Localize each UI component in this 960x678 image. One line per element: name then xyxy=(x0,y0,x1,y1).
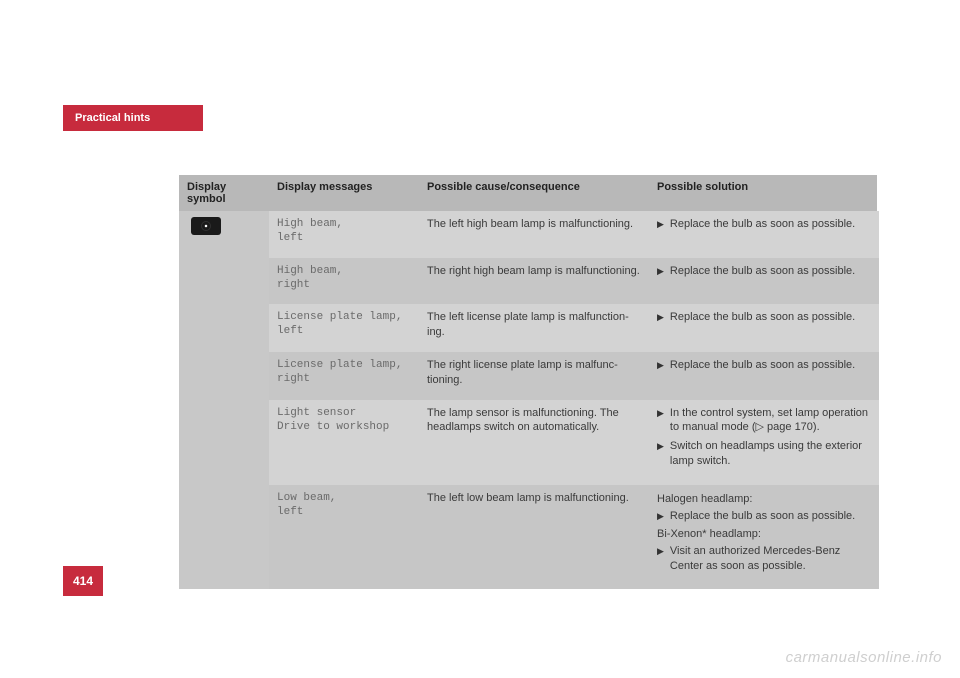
display-message: Light sensorDrive to workshop xyxy=(269,400,419,485)
table-body: High beam,leftThe left high beam lamp is… xyxy=(179,211,877,589)
bullet-icon: ▶ xyxy=(657,310,664,324)
display-message: High beam,right xyxy=(269,258,419,305)
solution-cell: ▶ Replace the bulb as soon as possible. xyxy=(649,352,879,400)
page: Practical hints Display symbol Display m… xyxy=(0,0,960,678)
rows-container: High beam,leftThe left high beam lamp is… xyxy=(269,211,879,589)
solution-bullet: ▶ Replace the bulb as soon as possible. xyxy=(657,264,871,279)
cause-text: The lamp sensor is malfunctioning. The h… xyxy=(419,400,649,485)
solution-text: Replace the bulb as soon as possible. xyxy=(670,264,871,279)
msg-line: License plate lamp, xyxy=(277,358,411,372)
messages-table: Display symbol Display messages Possible… xyxy=(178,174,878,590)
section-tab-label: Practical hints xyxy=(75,112,150,124)
msg-line: Drive to workshop xyxy=(277,420,411,434)
bullet-icon: ▶ xyxy=(657,544,664,558)
watermark: carmanualsonline.info xyxy=(786,649,942,666)
msg-line: Low beam, xyxy=(277,491,411,505)
bullet-icon: ▶ xyxy=(657,264,664,278)
section-tab: Practical hints xyxy=(63,105,203,131)
table-row: High beam,leftThe left high beam lamp is… xyxy=(269,211,879,258)
solution-label: Halogen headlamp: xyxy=(657,493,871,505)
header-solution: Possible solution xyxy=(649,175,879,211)
solution-cell: Halogen headlamp: ▶ Replace the bulb as so… xyxy=(649,485,879,590)
symbol-column xyxy=(179,211,269,589)
header-cause: Possible cause/consequence xyxy=(419,175,649,211)
solution-bullet: ▶ Replace the bulb as soon as possible. xyxy=(657,509,871,524)
cause-text: The right license plate lamp is malfunc­… xyxy=(419,352,649,400)
msg-line: right xyxy=(277,278,411,292)
lamp-icon xyxy=(191,217,221,235)
display-message: License plate lamp,right xyxy=(269,352,419,400)
cause-text: The left license plate lamp is malfuncti… xyxy=(419,304,649,352)
solution-text: In the control system, set lamp opera­ti… xyxy=(670,406,871,436)
table-row: High beam,rightThe right high beam lamp … xyxy=(269,258,879,305)
bullet-icon: ▶ xyxy=(657,509,664,523)
msg-line: right xyxy=(277,372,411,386)
display-message: High beam,left xyxy=(269,211,419,258)
bullet-icon: ▶ xyxy=(657,217,664,231)
solution-text: Replace the bulb as soon as possible. xyxy=(670,217,871,232)
solution-bullet: ▶ In the control system, set lamp opera­t… xyxy=(657,406,871,436)
solution-bullet: ▶ Replace the bulb as soon as possible. xyxy=(657,217,871,232)
solution-text: Switch on headlamps using the exteri­or … xyxy=(670,439,871,469)
header-messages: Display messages xyxy=(269,175,419,211)
table-row: Low beam,leftThe left low beam lamp is m… xyxy=(269,485,879,590)
solution-bullet: ▶ Replace the bulb as soon as possible. xyxy=(657,358,871,373)
solution-text: Replace the bulb as soon as possible. xyxy=(670,509,871,524)
msg-line: High beam, xyxy=(277,217,411,231)
msg-line: High beam, xyxy=(277,264,411,278)
msg-line: License plate lamp, xyxy=(277,310,411,324)
bullet-icon: ▶ xyxy=(657,358,664,372)
solution-cell: ▶ Replace the bulb as soon as possible. xyxy=(649,304,879,352)
msg-line: left xyxy=(277,231,411,245)
solution-label: Bi-Xenon* headlamp: xyxy=(657,528,871,540)
msg-line: left xyxy=(277,324,411,338)
solution-text: Visit an authorized Mercedes-Benz Center… xyxy=(670,544,871,574)
solution-text: Replace the bulb as soon as possible. xyxy=(670,310,871,325)
cause-text: The right high beam lamp is malfunction­… xyxy=(419,258,649,305)
solution-bullet: ▶ Visit an authorized Mercedes-Benz Cente… xyxy=(657,544,871,574)
msg-line: left xyxy=(277,505,411,519)
cause-text: The left low beam lamp is malfunctioning… xyxy=(419,485,649,590)
table-header-row: Display symbol Display messages Possible… xyxy=(179,175,877,211)
cause-text: The left high beam lamp is malfunction­i… xyxy=(419,211,649,258)
table-row: License plate lamp,rightThe right licens… xyxy=(269,352,879,400)
bullet-icon: ▶ xyxy=(657,406,664,420)
display-message: License plate lamp,left xyxy=(269,304,419,352)
table-row: Light sensorDrive to workshopThe lamp se… xyxy=(269,400,879,485)
msg-line: Light sensor xyxy=(277,406,411,420)
solution-cell: ▶ Replace the bulb as soon as possible. xyxy=(649,258,879,305)
bullet-icon: ▶ xyxy=(657,439,664,453)
page-number-box: 414 xyxy=(63,566,103,596)
page-number: 414 xyxy=(73,574,93,588)
solution-text: Replace the bulb as soon as possible. xyxy=(670,358,871,373)
solution-cell: ▶ In the control system, set lamp opera­t… xyxy=(649,400,879,485)
table-row: License plate lamp,leftThe left license … xyxy=(269,304,879,352)
solution-bullet: ▶ Switch on headlamps using the exteri­or… xyxy=(657,439,871,469)
display-message: Low beam,left xyxy=(269,485,419,590)
solution-bullet: ▶ Replace the bulb as soon as possible. xyxy=(657,310,871,325)
header-symbol: Display symbol xyxy=(179,175,269,211)
solution-cell: ▶ Replace the bulb as soon as possible. xyxy=(649,211,879,258)
